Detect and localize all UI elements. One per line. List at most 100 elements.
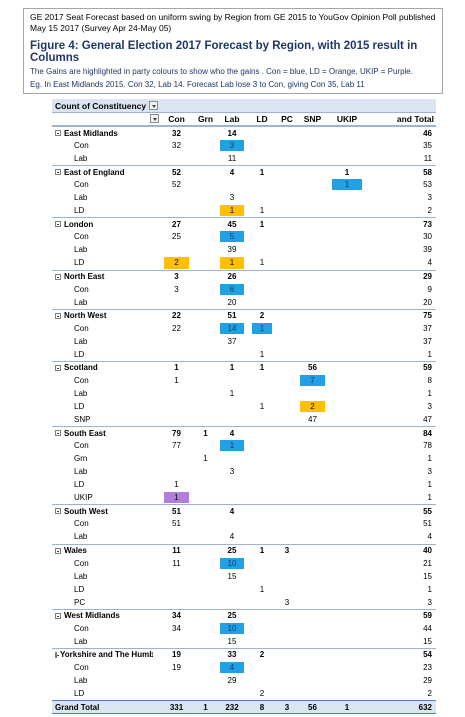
- cell-con: 3: [174, 284, 179, 294]
- region-label[interactable]: North East: [55, 271, 153, 283]
- collapse-icon[interactable]: [55, 169, 61, 176]
- cell-snp: 7: [300, 374, 325, 386]
- region-label[interactable]: Scotland: [55, 362, 153, 374]
- cell-grn: [197, 558, 214, 569]
- collapse-icon[interactable]: [55, 651, 59, 658]
- cell-grn: [197, 611, 214, 621]
- collapse-icon[interactable]: [55, 130, 61, 137]
- column-filter-dropdown-icon[interactable]: [150, 114, 159, 123]
- cell-total: 11: [423, 154, 432, 164]
- cell-ukip: [332, 611, 362, 621]
- cell-lab: [220, 453, 244, 464]
- party-row: Lab 3 3: [52, 465, 436, 478]
- cell-snp: [300, 205, 325, 216]
- cell-con: 52: [172, 167, 181, 177]
- cell-lab: 10: [220, 622, 244, 634]
- cell-lab: 33: [227, 650, 237, 660]
- cell-grn: [197, 153, 214, 164]
- cell-grn: [197, 506, 214, 516]
- cell-lab: 26: [227, 272, 237, 282]
- party-row: UKIP 1 1: [52, 491, 436, 504]
- cell-lab: [220, 584, 244, 595]
- cell-pc: [278, 558, 296, 569]
- region-label[interactable]: East Midlands: [55, 127, 153, 139]
- cell-ld: [252, 336, 272, 347]
- region-label[interactable]: London: [55, 218, 153, 230]
- cell-lab: [220, 349, 244, 360]
- cell-lab: 20: [227, 297, 237, 307]
- region-label[interactable]: West Midlands: [55, 610, 153, 622]
- collapse-icon[interactable]: [55, 312, 61, 319]
- cell-lab: 1: [229, 363, 235, 373]
- party-label: Con: [74, 517, 154, 530]
- cell-snp: [300, 297, 325, 308]
- cell-pc: [278, 650, 296, 660]
- cell-total: 3: [427, 597, 432, 607]
- cell-grn: [197, 662, 214, 673]
- cell-lab: 25: [227, 546, 237, 556]
- cell-ld: [252, 623, 272, 634]
- pivot-header-row: Count of Constituency: [52, 99, 436, 113]
- cell-grn: [197, 414, 214, 425]
- region-label[interactable]: Wales: [55, 545, 153, 557]
- cell-ld: [252, 611, 272, 621]
- col-header-grn: Grn: [197, 114, 214, 124]
- collapse-icon[interactable]: [55, 547, 61, 554]
- cell-pc: [278, 297, 296, 308]
- cell-lab: 14: [220, 322, 244, 334]
- collapse-icon[interactable]: [55, 364, 61, 371]
- collapse-icon[interactable]: [55, 221, 61, 228]
- cell-con: 22: [172, 323, 181, 333]
- cell-lab: 1: [229, 388, 235, 398]
- collapse-icon[interactable]: [55, 508, 61, 515]
- filter-dropdown-icon[interactable]: [149, 101, 159, 110]
- cell-ld: 1: [259, 402, 265, 411]
- collapse-icon[interactable]: [55, 430, 61, 437]
- cell-lab: 3: [229, 193, 235, 203]
- region-label[interactable]: South West: [55, 505, 153, 517]
- cell-con: [164, 466, 189, 477]
- cell-grn: 1: [203, 428, 208, 438]
- region-label[interactable]: North West: [55, 310, 153, 322]
- cell-lab: 1: [220, 205, 244, 217]
- cell-grn: [197, 650, 214, 660]
- cell-ld: 1: [259, 258, 265, 268]
- cell-snp: [300, 636, 325, 647]
- region-row: London 27 45 1 73: [52, 217, 436, 230]
- cell-ukip: [332, 546, 362, 556]
- cell-pc: 3: [284, 597, 290, 607]
- cell-pc: [278, 349, 296, 360]
- region-row: Yorkshire and The Humber 19 33 2 54: [52, 647, 436, 661]
- party-row: Con 34 10 44: [52, 622, 436, 635]
- cell-ld: [252, 558, 272, 569]
- cell-total: 40: [423, 546, 432, 556]
- row-label-text: LD: [74, 206, 85, 216]
- party-label: Lab: [74, 243, 154, 256]
- cell-lab: 1: [220, 440, 244, 452]
- party-row: Grn 1 1: [52, 452, 436, 465]
- cell-con: 34: [172, 623, 181, 633]
- row-label-text: Scotland: [64, 363, 98, 373]
- cell-ld: [252, 388, 272, 399]
- cell-con: [164, 584, 189, 595]
- row-label-text: Con: [74, 141, 89, 151]
- cell-ld: [252, 428, 272, 438]
- collapse-icon[interactable]: [55, 612, 61, 619]
- cell-total: 37: [423, 323, 432, 333]
- pivot-value-label: Count of Constituency: [55, 100, 147, 111]
- cell-ld: 1: [259, 219, 265, 229]
- party-row: LD 2 1 1 4: [52, 256, 436, 269]
- collapse-icon[interactable]: [55, 273, 61, 280]
- cell-total: 3: [427, 402, 432, 411]
- region-label[interactable]: East of England: [55, 166, 153, 178]
- cell-snp: 56: [308, 363, 317, 373]
- region-label[interactable]: South East: [55, 427, 153, 439]
- cell-lab: 37: [227, 336, 237, 346]
- cell-grn: [197, 518, 214, 529]
- cell-lab: 4: [229, 167, 235, 177]
- region-label[interactable]: Yorkshire and The Humber: [55, 649, 153, 661]
- cell-lab: 4: [229, 532, 235, 542]
- source-note-line-1: GE 2017 Seat Forecast based on uniform s…: [30, 12, 436, 22]
- party-row: SNP 47 47: [52, 413, 436, 426]
- cell-con: [164, 205, 189, 216]
